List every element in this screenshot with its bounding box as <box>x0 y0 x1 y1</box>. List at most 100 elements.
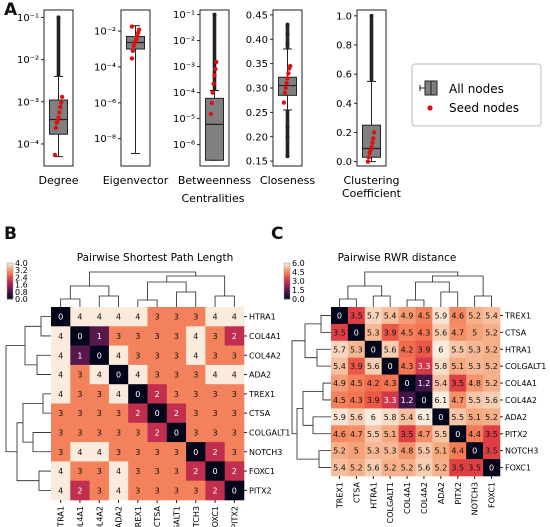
cell-value-label: 5.5 <box>367 430 380 439</box>
cell-value-label: 3 <box>155 371 160 380</box>
heatmap-cell <box>347 307 366 325</box>
cell-value-label: 2 <box>155 428 160 437</box>
cell-value-label: 0 <box>135 390 140 399</box>
row-label: PITX2 <box>505 430 528 439</box>
cell-value-label: 2 <box>213 486 218 495</box>
cell-value-label: 4 <box>116 486 121 495</box>
cell-value-label: 5.2 <box>350 464 363 473</box>
heatmap-cell <box>415 442 433 460</box>
heatmap-cell <box>381 340 399 358</box>
heatmap-cell <box>415 391 433 409</box>
heatmap-cell <box>70 345 90 366</box>
cell-value-label: 3 <box>232 409 237 418</box>
row-label: PITX2 <box>249 486 272 495</box>
heatmap-cell <box>70 307 90 327</box>
dendrogram-link <box>291 340 305 435</box>
cell-value-label: 5.1 <box>384 430 397 439</box>
cell-value-label: 5.1 <box>434 447 447 456</box>
col-label: CTSA <box>153 505 162 527</box>
colorbar-segment <box>7 296 13 299</box>
axes-frame <box>120 9 151 167</box>
cell-value-label: 4.6 <box>333 430 346 439</box>
colorbar-segment <box>7 294 13 296</box>
col-label: PITX2 <box>230 506 239 527</box>
panel-letter-b: B <box>4 224 17 244</box>
y-tick-label: 10⁻⁴ <box>173 88 195 99</box>
dendrogram-link <box>24 325 41 366</box>
colorbar-tick-label: 1.6 <box>15 281 28 290</box>
heatmap-cell <box>466 323 484 342</box>
heatmap-cell <box>186 403 206 424</box>
heatmap-cell <box>449 425 467 443</box>
heatmap-cell <box>432 425 450 443</box>
colorbar-tick-label: 4.5 <box>292 268 305 277</box>
cell-value-label: 5.4 <box>333 362 346 371</box>
cell-value-label: 3 <box>58 448 63 457</box>
heatmap-cell <box>166 480 187 501</box>
heatmap-cell <box>108 422 129 443</box>
cell-value-label: 3 <box>135 351 140 360</box>
heatmap-cell <box>128 442 148 462</box>
panel-letter-c: C <box>271 224 284 244</box>
heatmap-cell <box>347 425 366 443</box>
heatmap-cell <box>398 391 416 409</box>
colorbar-segment <box>284 283 290 286</box>
seed-point <box>57 110 62 115</box>
heatmap-cell <box>483 323 501 342</box>
seed-point <box>136 27 142 32</box>
axes-frame <box>356 9 387 167</box>
cell-value-label: 5.2 <box>384 464 397 473</box>
heatmap-cell <box>415 425 433 443</box>
cell-value-label: 3 <box>174 371 179 380</box>
outlier-point <box>56 15 61 20</box>
heatmap-cell <box>449 374 467 392</box>
cell-value-label: 5.2 <box>485 379 498 388</box>
y-tick-label: 0.25 <box>246 108 268 119</box>
heatmap-cell <box>331 391 349 409</box>
cell-value-label: 5.4 <box>434 379 447 388</box>
row-label: HTRA1 <box>505 345 532 354</box>
col-label: CTSA <box>352 481 361 503</box>
heatmap-cell <box>331 323 349 342</box>
col-label: FOXC1 <box>211 506 220 527</box>
colorbar-segment <box>284 284 290 287</box>
heatmap-cell <box>364 459 382 477</box>
heatmap-cell <box>331 307 349 325</box>
seed-point <box>129 24 135 29</box>
heatmap-cell <box>398 374 416 392</box>
cell-value-label: 6 <box>371 413 376 422</box>
colorbar-frame <box>283 262 291 300</box>
heatmap-cell <box>331 357 349 375</box>
cell-value-label: 3 <box>97 390 102 399</box>
cell-value-label: 4.3 <box>350 396 363 405</box>
row-label: NOTCH3 <box>505 447 538 456</box>
colorbar-segment <box>284 273 290 276</box>
heatmap-cell <box>364 391 382 409</box>
colorbar-segment <box>284 295 290 298</box>
heatmap-cell <box>205 345 225 366</box>
heatmap-cell <box>89 364 110 385</box>
heatmap-cell <box>466 459 484 477</box>
cell-value-label: 3 <box>116 428 121 437</box>
col-label: COL4A1 <box>403 482 412 514</box>
y-tick-label: 10⁻² <box>17 55 39 66</box>
cell-value-label: 3.5 <box>485 430 498 439</box>
heatmap-cell <box>364 442 382 460</box>
heatmap-cell <box>186 422 206 443</box>
seed-point <box>285 76 290 81</box>
y-tick-label: 10⁻⁸ <box>94 134 116 145</box>
heatmap-cell <box>466 374 484 392</box>
seed-point <box>369 144 374 150</box>
heatmap-cell <box>51 403 71 424</box>
heatmap-cell <box>128 384 148 404</box>
seed-point <box>286 71 291 76</box>
colorbar-tick-label: 2.4 <box>15 273 28 282</box>
cell-value-label: 3 <box>193 409 198 418</box>
cell-value-label: 3.9 <box>418 345 431 354</box>
cell-value-label: 0 <box>232 486 237 495</box>
colorbar-segment <box>284 270 290 272</box>
heatmap-cell <box>205 403 225 424</box>
y-tick-label: 0.4 <box>336 99 352 110</box>
